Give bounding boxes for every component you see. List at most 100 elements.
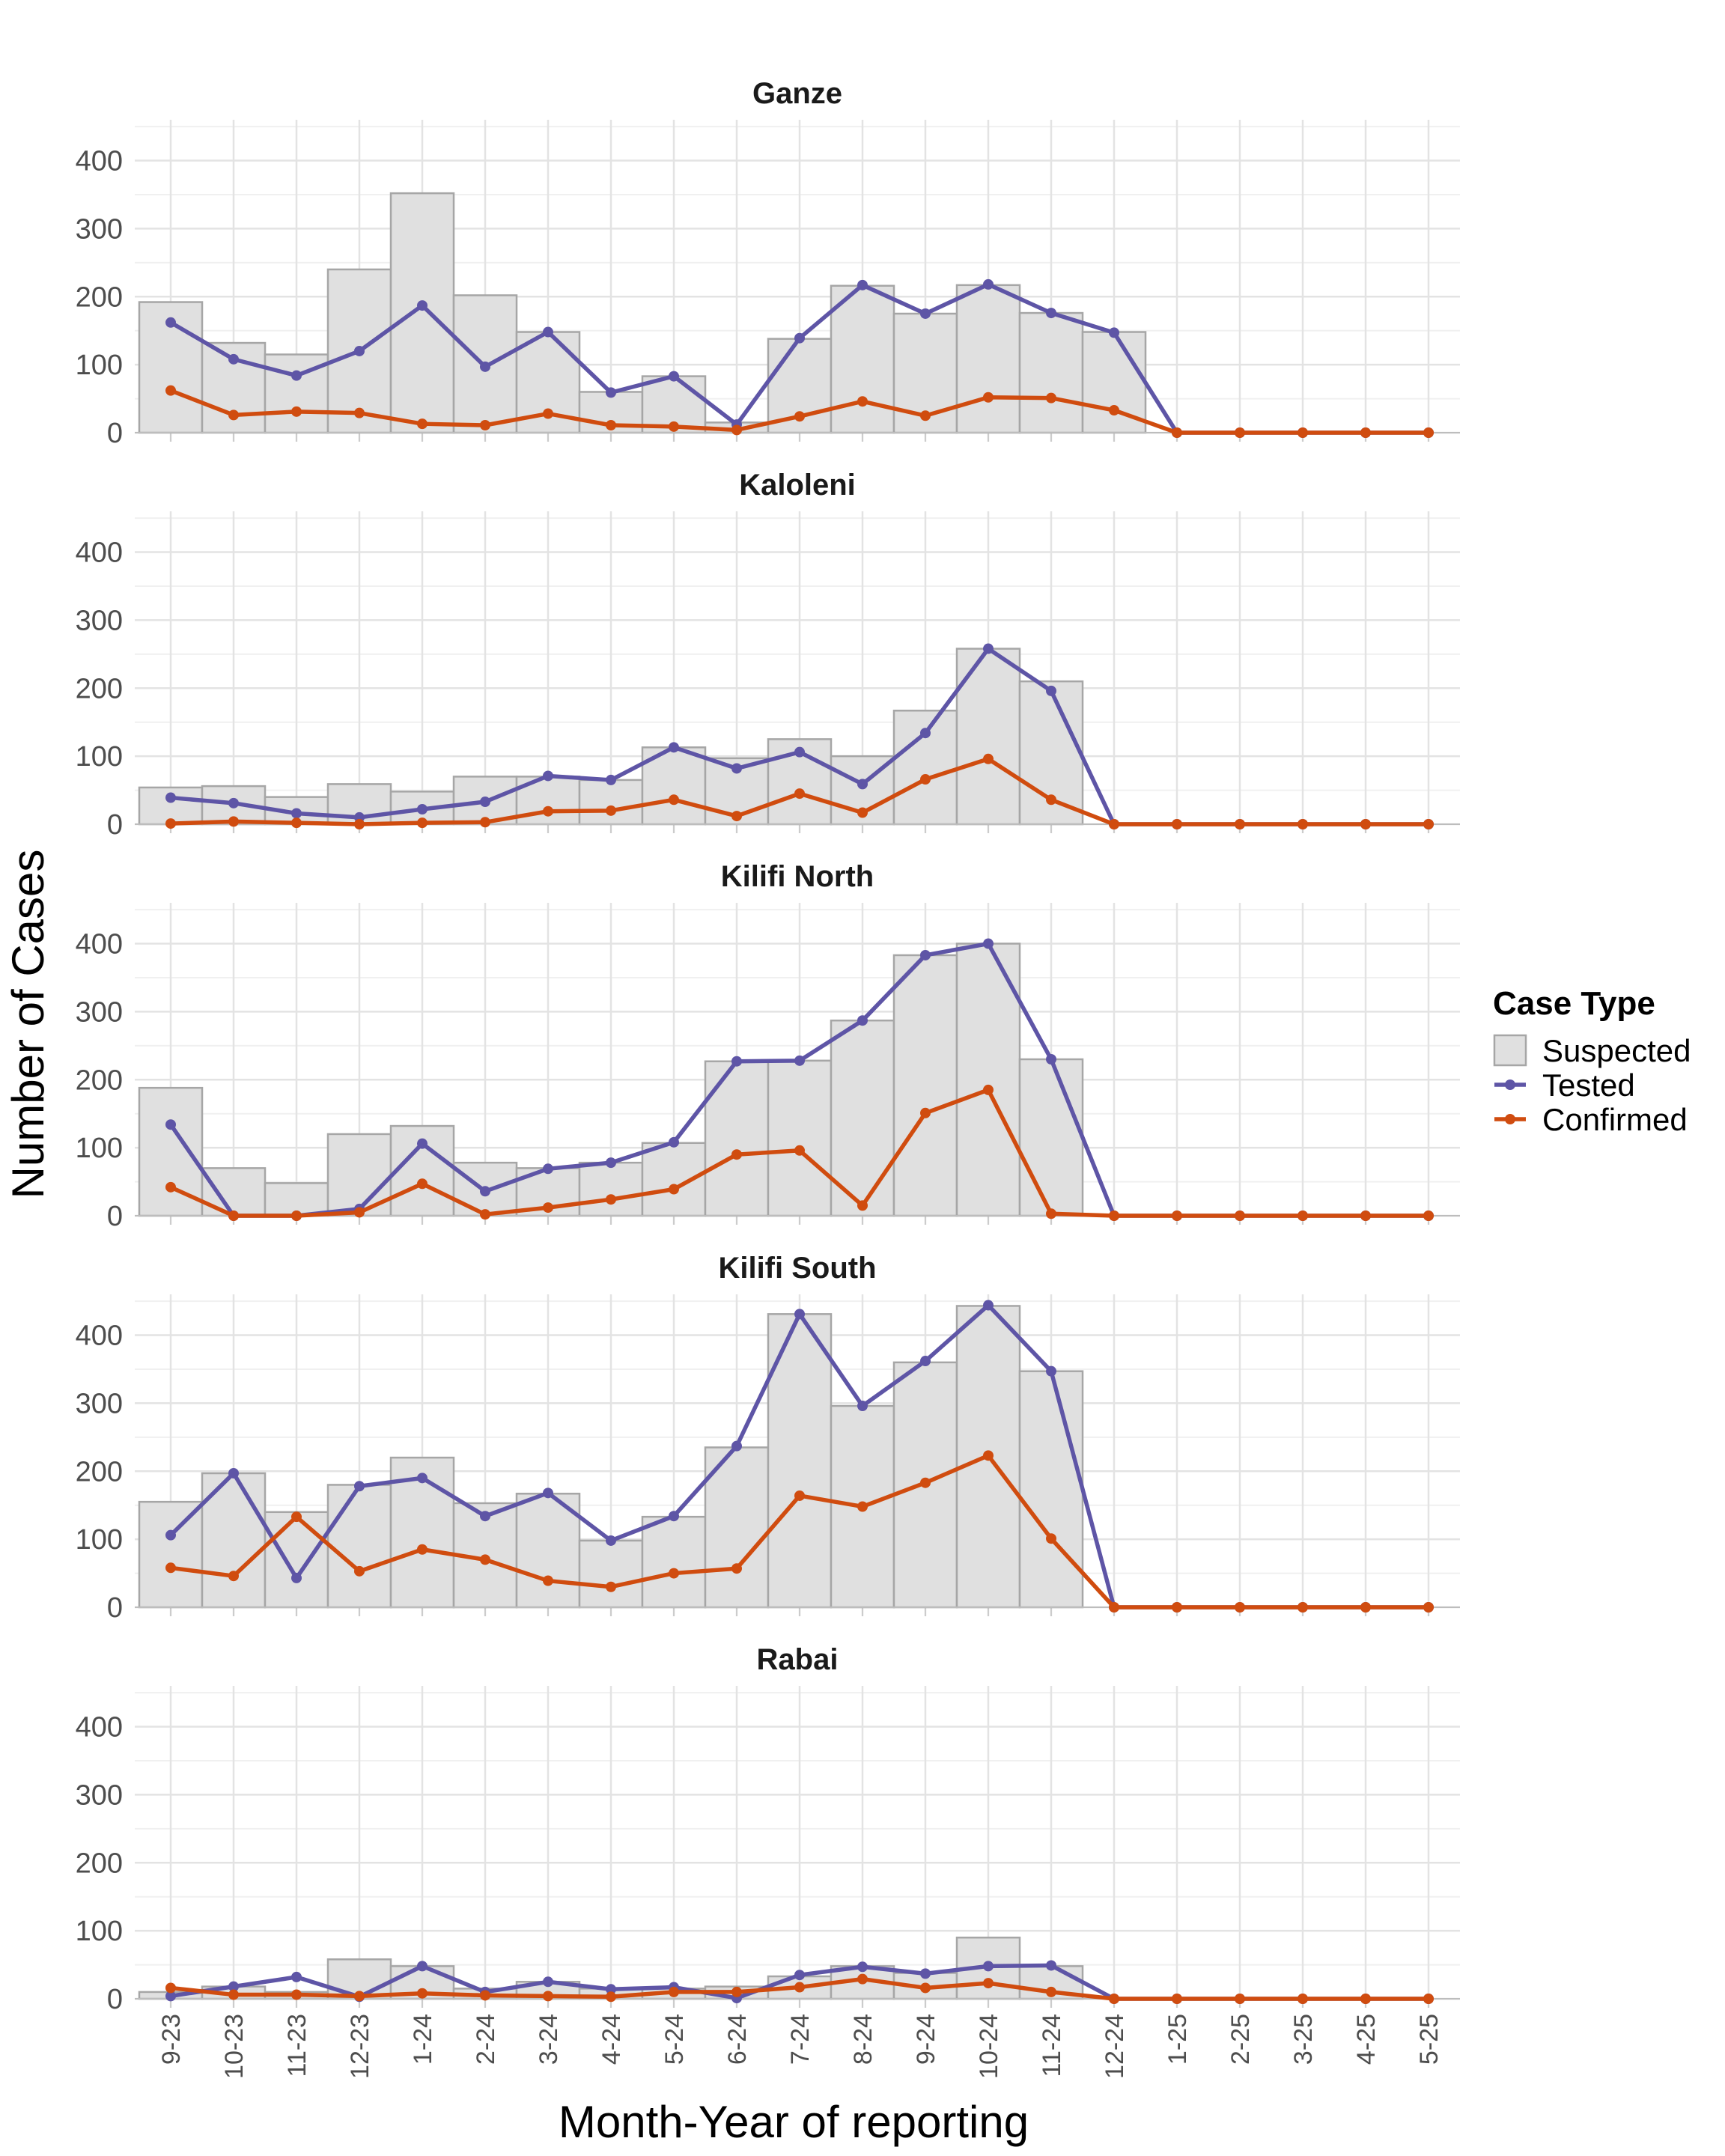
point-confirmed [731, 1149, 742, 1160]
point-confirmed [1235, 1994, 1245, 2004]
point-confirmed [920, 1107, 931, 1118]
point-confirmed [920, 410, 931, 421]
bar-suspected [704, 1446, 770, 1609]
bar-suspected [578, 779, 644, 826]
point-confirmed [165, 385, 176, 396]
point-confirmed [983, 1084, 994, 1095]
panel: Kilifi North 0 100 200 300 400 [76, 860, 1460, 1232]
bar-suspected [830, 1019, 895, 1217]
panel-title: Kilifi North [721, 860, 874, 893]
point-confirmed [1109, 1602, 1119, 1613]
panel: Kilifi South 0 100 200 300 400 [76, 1252, 1460, 1624]
point-confirmed [857, 1973, 868, 1985]
point-tested [165, 1991, 176, 2002]
point-confirmed [606, 1991, 616, 2003]
point-tested [543, 770, 553, 782]
y-tick-label: 400 [76, 146, 123, 177]
point-tested [794, 1055, 805, 1066]
point-confirmed [794, 788, 805, 800]
point-tested [606, 1535, 616, 1546]
x-tick-label: 9-23 [157, 2014, 186, 2065]
x-tick-label: 2-24 [472, 2014, 500, 2065]
point-tested [543, 1976, 553, 1988]
point-confirmed [1360, 427, 1371, 438]
point-confirmed [1297, 1994, 1308, 2004]
y-tick-label: 300 [76, 996, 123, 1028]
point-tested [920, 1356, 931, 1367]
point-confirmed [1360, 1994, 1371, 2004]
point-tested [669, 371, 679, 382]
point-tested [1046, 308, 1056, 319]
point-tested [857, 1961, 868, 1973]
point-tested [480, 361, 490, 372]
y-tick-label: 300 [76, 213, 123, 245]
x-tick-label: 8-24 [849, 2014, 877, 2065]
point-confirmed [417, 1178, 428, 1190]
y-tick-label: 200 [76, 673, 123, 704]
point-confirmed [1235, 1211, 1245, 1221]
legend-title: Case Type [1493, 985, 1655, 1022]
point-tested [1046, 1054, 1056, 1065]
point-confirmed [1046, 1208, 1056, 1219]
point-tested [417, 1138, 428, 1149]
x-tick-label: 9-24 [912, 2014, 940, 2065]
point-tested [983, 643, 994, 654]
point-confirmed [1297, 1211, 1308, 1221]
point-confirmed [606, 1581, 616, 1592]
bar-suspected [578, 1161, 644, 1217]
point-confirmed [480, 1990, 490, 2001]
point-confirmed [1046, 392, 1056, 404]
y-tick-label: 100 [76, 1524, 123, 1556]
point-confirmed [543, 1202, 553, 1213]
point-confirmed [794, 1490, 805, 1501]
point-confirmed [480, 420, 490, 431]
point-tested [857, 1401, 868, 1412]
point-confirmed [1360, 1211, 1371, 1221]
point-tested [794, 332, 805, 344]
point-tested [228, 1981, 239, 1992]
point-confirmed [731, 811, 742, 822]
point-confirmed [920, 1982, 931, 1994]
point-confirmed [1423, 819, 1434, 829]
point-confirmed [165, 1982, 176, 1994]
y-tick-label: 200 [76, 1848, 123, 1879]
point-tested [731, 1440, 742, 1452]
x-tick-label: 12-23 [346, 2014, 374, 2079]
point-confirmed [480, 817, 490, 828]
point-confirmed [983, 1450, 994, 1461]
point-tested [920, 949, 931, 960]
point-confirmed [669, 1184, 679, 1195]
point-confirmed [1423, 1602, 1434, 1613]
y-tick-label: 100 [76, 1916, 123, 1947]
point-confirmed [543, 1991, 553, 2002]
point-confirmed [1109, 405, 1119, 416]
point-tested [543, 326, 553, 338]
point-tested [165, 317, 176, 328]
point-confirmed [920, 774, 931, 785]
bar-suspected [767, 1059, 833, 1217]
point-tested [920, 308, 931, 319]
x-tick-label: 12-24 [1101, 2014, 1129, 2079]
legend-key-suspected [1493, 1034, 1527, 1067]
point-confirmed [291, 1511, 302, 1523]
point-tested [480, 797, 490, 808]
point-confirmed [354, 1207, 365, 1218]
point-confirmed [543, 408, 553, 419]
x-tick-label: 3-24 [535, 2014, 563, 2065]
point-confirmed [1423, 427, 1434, 438]
x-tick-label: 4-24 [597, 2014, 626, 2065]
bar-suspected [892, 954, 958, 1217]
point-tested [920, 1968, 931, 1979]
point-confirmed [354, 819, 365, 829]
point-confirmed [354, 1991, 365, 2002]
point-confirmed [543, 806, 553, 817]
point-confirmed [857, 807, 868, 818]
point-tested [794, 746, 805, 758]
point-confirmed [354, 407, 365, 418]
y-tick-label: 0 [107, 1984, 123, 2015]
x-tick-label: 2-25 [1226, 2014, 1255, 2065]
point-confirmed [1423, 1211, 1434, 1221]
bar-suspected [830, 284, 895, 434]
point-confirmed [228, 1989, 239, 2000]
bar-suspected [1018, 311, 1084, 434]
